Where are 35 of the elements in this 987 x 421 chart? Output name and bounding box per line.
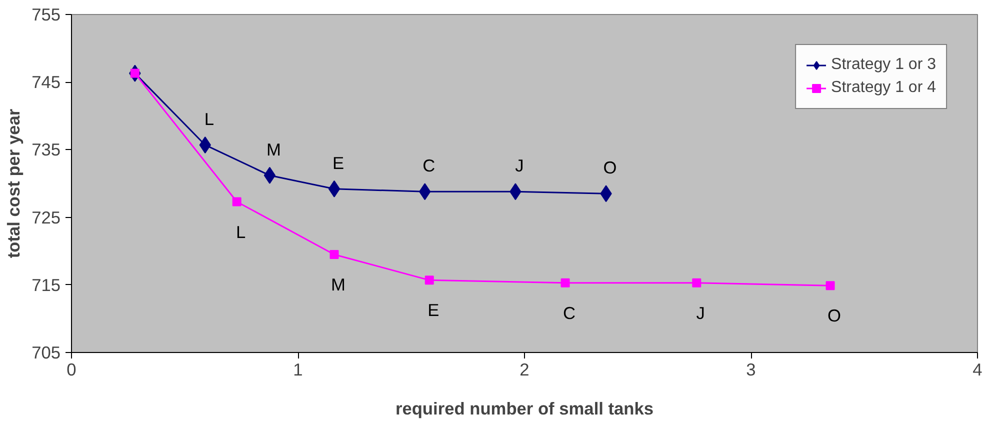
x-tick-label: 4 xyxy=(972,360,983,380)
annotation: C xyxy=(563,302,576,323)
annotation: L xyxy=(204,108,214,129)
y-tick-label: 715 xyxy=(32,274,61,295)
x-axis-title: required number of small tanks xyxy=(395,398,654,418)
x-tick-label: 0 xyxy=(66,360,76,380)
annotation: M xyxy=(266,139,281,160)
annotation: C xyxy=(422,156,436,176)
annotation: O xyxy=(603,158,617,178)
point xyxy=(264,166,276,184)
x-tick-label: 1 xyxy=(293,360,303,380)
y-tick-label: 745 xyxy=(32,72,61,92)
point xyxy=(232,197,242,206)
x-tick-label: 2 xyxy=(520,360,530,380)
annotation: M xyxy=(331,274,346,294)
annotation: J xyxy=(515,156,524,176)
point xyxy=(330,250,339,259)
annotation: L xyxy=(236,222,246,242)
x-tick-label: 3 xyxy=(746,360,756,380)
point xyxy=(826,281,835,290)
point xyxy=(424,276,434,285)
y-tick-label: 735 xyxy=(32,140,61,160)
annotation: O xyxy=(828,306,842,326)
annotation: J xyxy=(696,302,705,323)
annotation: E xyxy=(428,300,440,320)
y-tick-label: 705 xyxy=(32,342,61,362)
y-tick-label: 755 xyxy=(32,4,61,24)
point xyxy=(692,278,702,288)
y-axis-title: total cost per year xyxy=(4,108,24,258)
point xyxy=(328,180,340,198)
legend-label: Strategy 1 or 4 xyxy=(831,79,936,97)
point xyxy=(560,278,570,288)
y-tick-label: 725 xyxy=(32,207,61,228)
annotation: E xyxy=(332,152,344,173)
legend-label: Strategy 1 or 3 xyxy=(831,56,936,74)
